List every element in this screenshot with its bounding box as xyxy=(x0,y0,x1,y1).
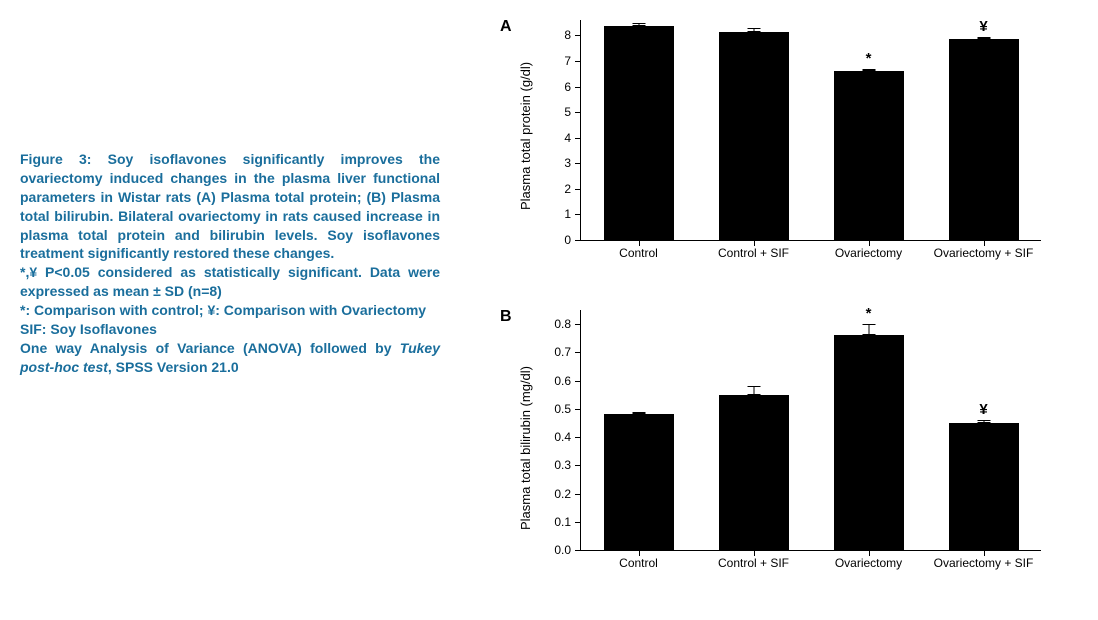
caption-line: *,¥ P<0.05 considered as statistically s… xyxy=(20,263,440,301)
y-tick-label: 0.8 xyxy=(554,317,581,331)
figure-caption: Figure 3: Soy isoflavones significantly … xyxy=(20,150,440,377)
significance-mark: * xyxy=(866,50,872,67)
chart-panel-b: B Plasma total bilirubin (mg/dl) 0.00.10… xyxy=(500,300,1070,600)
caption-line: Figure 3: Soy isoflavones significantly … xyxy=(20,150,440,263)
y-tick-label: 4 xyxy=(564,131,581,145)
x-tick-label: Control + SIF xyxy=(718,240,789,260)
x-tick-label: Control + SIF xyxy=(718,550,789,570)
y-tick-label: 8 xyxy=(564,28,581,42)
plot-area-b: 0.00.10.20.30.40.50.60.70.8ControlContro… xyxy=(580,310,1041,551)
caption-line: One way Analysis of Variance (ANOVA) fol… xyxy=(20,339,440,377)
panel-label-b: B xyxy=(500,308,512,326)
x-tick-label: Control xyxy=(619,550,658,570)
y-tick-label: 7 xyxy=(564,54,581,68)
error-bar xyxy=(983,420,984,423)
y-tick-label: 0.4 xyxy=(554,430,581,444)
y-tick-label: 0 xyxy=(564,233,581,247)
x-tick-label: Ovariectomy + SIF xyxy=(934,550,1034,570)
y-tick-label: 1 xyxy=(564,207,581,221)
bar xyxy=(834,71,904,240)
y-tick-label: 0.7 xyxy=(554,345,581,359)
bar xyxy=(604,414,674,550)
y-tick-label: 0.0 xyxy=(554,543,581,557)
y-axis-label-a: Plasma total protein (g/dl) xyxy=(518,62,533,210)
caption-text: One way Analysis of Variance (ANOVA) fol… xyxy=(20,340,400,356)
significance-mark: ¥ xyxy=(979,18,987,35)
bar xyxy=(949,39,1019,240)
bar xyxy=(719,32,789,240)
bar xyxy=(604,26,674,240)
y-tick-label: 0.6 xyxy=(554,374,581,388)
error-bar xyxy=(638,412,639,415)
y-tick-label: 6 xyxy=(564,80,581,94)
y-tick-label: 0.1 xyxy=(554,515,581,529)
significance-mark: * xyxy=(866,305,872,322)
x-tick-label: Ovariectomy xyxy=(835,550,902,570)
y-tick-label: 3 xyxy=(564,156,581,170)
error-bar xyxy=(868,69,869,71)
error-bar xyxy=(868,324,869,335)
error-bar xyxy=(983,37,984,40)
x-tick-label: Control xyxy=(619,240,658,260)
caption-line: *: Comparison with control; ¥: Compariso… xyxy=(20,301,440,320)
error-bar xyxy=(753,28,754,31)
y-tick-label: 2 xyxy=(564,182,581,196)
y-axis-label-b: Plasma total bilirubin (mg/dl) xyxy=(518,366,533,530)
bar xyxy=(834,335,904,550)
error-bar xyxy=(638,23,639,26)
chart-panel-a: A Plasma total protein (g/dl) 012345678C… xyxy=(500,10,1070,290)
plot-area-a: 012345678ControlControl + SIF*Ovariectom… xyxy=(580,20,1041,241)
error-bar xyxy=(753,386,754,394)
caption-text: , SPSS Version 21.0 xyxy=(108,359,239,375)
bar xyxy=(719,395,789,550)
y-tick-label: 0.3 xyxy=(554,458,581,472)
significance-mark: ¥ xyxy=(979,401,987,418)
x-tick-label: Ovariectomy + SIF xyxy=(934,240,1034,260)
bar xyxy=(949,423,1019,550)
y-tick-label: 0.5 xyxy=(554,402,581,416)
caption-line: SIF: Soy Isoflavones xyxy=(20,320,440,339)
panel-label-a: A xyxy=(500,18,512,36)
y-tick-label: 5 xyxy=(564,105,581,119)
x-tick-label: Ovariectomy xyxy=(835,240,902,260)
y-tick-label: 0.2 xyxy=(554,487,581,501)
